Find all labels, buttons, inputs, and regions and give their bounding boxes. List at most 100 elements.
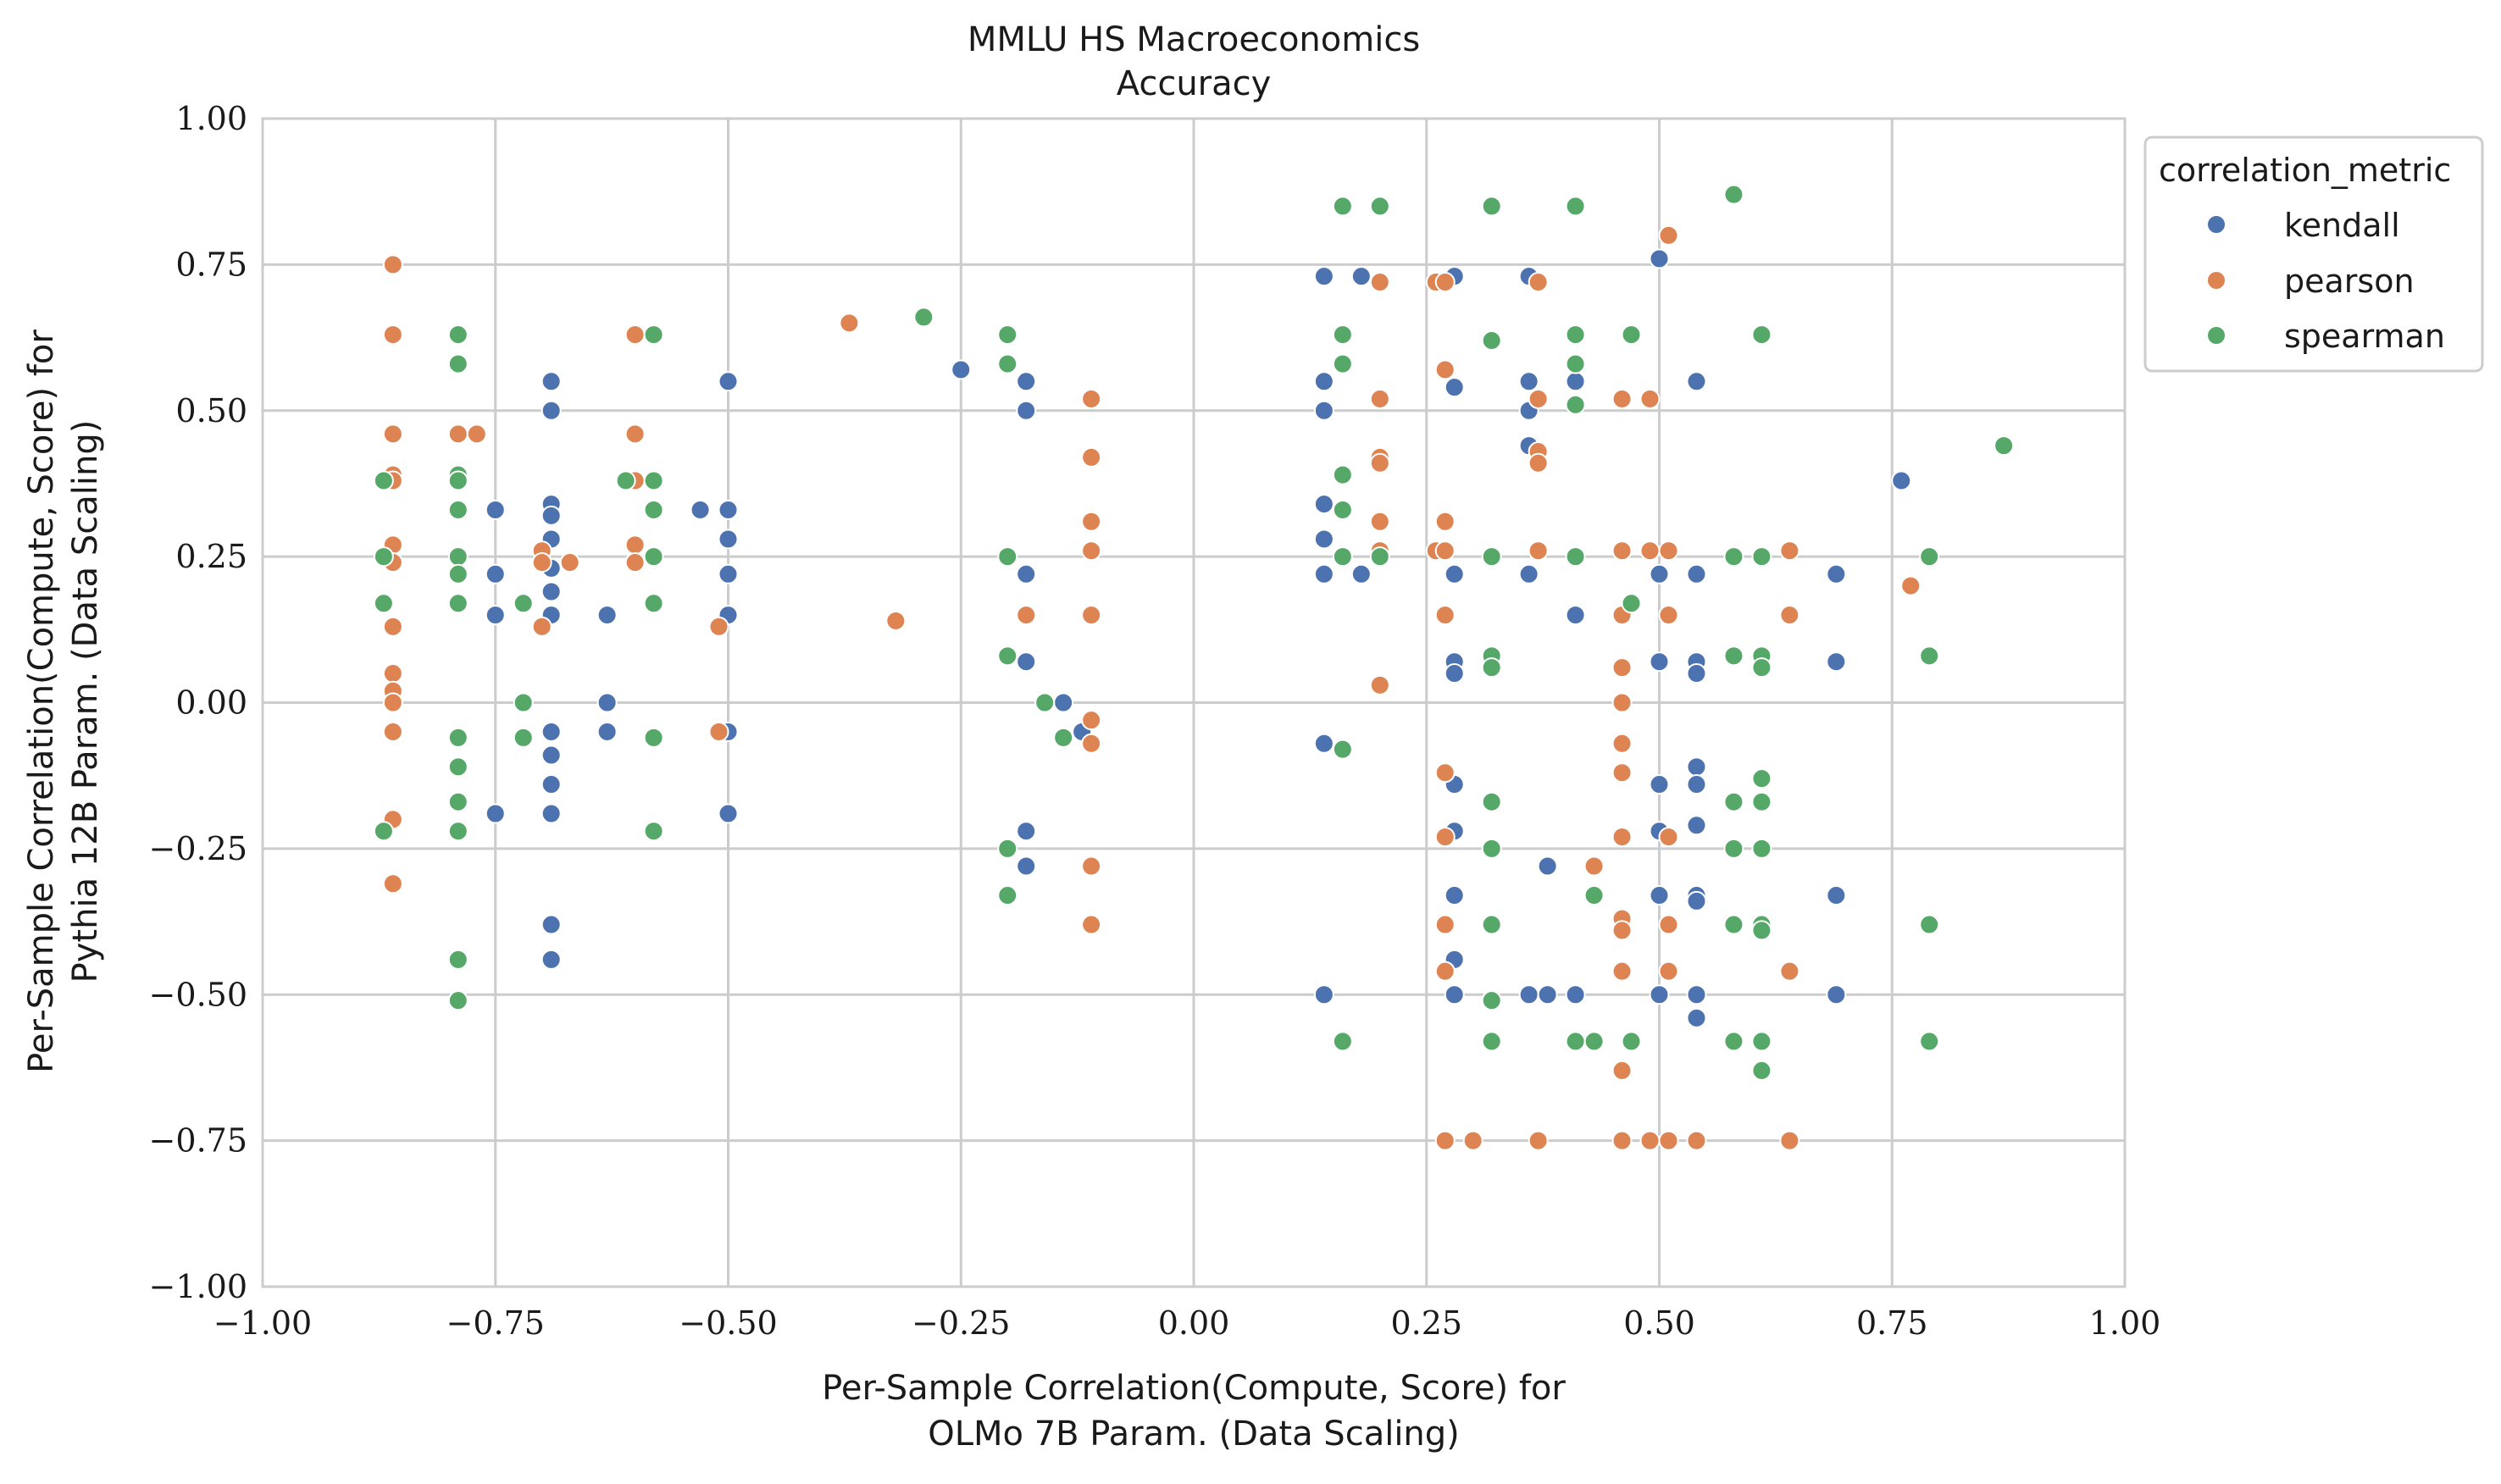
data-point-spearman [1723, 184, 1744, 205]
data-point-pearson [1611, 692, 1633, 713]
data-point-kendall [1565, 605, 1586, 626]
data-point-kendall [541, 774, 562, 795]
data-point-spearman [1565, 324, 1586, 346]
data-point-pearson [1369, 674, 1390, 695]
data-point-kendall [1313, 371, 1334, 392]
data-point-kendall [596, 605, 618, 626]
data-point-spearman [1481, 546, 1502, 568]
data-point-kendall [485, 563, 506, 584]
data-point-kendall [718, 563, 739, 584]
data-point-spearman [1751, 324, 1772, 346]
data-point-spearman [997, 838, 1018, 859]
y-tick-label: 0.75 [175, 246, 247, 283]
data-point-kendall [1826, 651, 1847, 673]
data-point-pearson [708, 616, 729, 637]
y-tick-label: 0.25 [175, 538, 247, 575]
data-point-pearson [1583, 856, 1605, 877]
data-point-pearson [1369, 388, 1390, 409]
data-point-spearman [1481, 914, 1502, 935]
data-point-kendall [541, 371, 562, 392]
data-point-kendall [1686, 563, 1707, 584]
data-point-pearson [1639, 388, 1661, 409]
data-point-kendall [596, 692, 618, 713]
data-point-kendall [1016, 371, 1037, 392]
data-point-pearson [559, 552, 580, 573]
data-point-kendall [1313, 529, 1334, 550]
data-point-kendall [541, 721, 562, 742]
data-point-pearson [1611, 1060, 1633, 1081]
data-point-kendall [1826, 563, 1847, 584]
data-point-spearman [1583, 885, 1605, 906]
data-point-pearson [1658, 961, 1679, 982]
data-point-pearson [1434, 605, 1456, 626]
data-point-pearson [1639, 1130, 1661, 1151]
data-point-kendall [541, 581, 562, 602]
data-point-kendall [1313, 733, 1334, 754]
data-point-kendall [1444, 377, 1465, 398]
data-point-pearson [1779, 961, 1800, 982]
data-point-kendall [1053, 692, 1074, 713]
data-point-kendall [1565, 984, 1586, 1005]
data-point-spearman [1751, 1060, 1772, 1081]
data-point-pearson [466, 424, 487, 445]
data-point-spearman [447, 563, 469, 584]
data-point-pearson [382, 692, 403, 713]
data-point-spearman [1481, 791, 1502, 812]
x-tick-label: −0.25 [912, 1304, 1010, 1342]
data-point-pearson [1639, 540, 1661, 562]
data-point-spearman [1621, 593, 1642, 614]
data-point-spearman [1751, 657, 1772, 678]
data-point-pearson [1369, 452, 1390, 473]
plot-frame [261, 117, 2127, 1288]
data-point-kendall [1686, 756, 1707, 778]
data-point-spearman [643, 546, 664, 568]
data-point-kendall [1649, 774, 1670, 795]
data-point-spearman [1723, 1031, 1744, 1052]
data-point-pearson [1081, 388, 1102, 409]
data-point-spearman [1751, 838, 1772, 859]
data-point-spearman [1621, 1031, 1642, 1052]
data-point-kendall [541, 745, 562, 766]
data-point-spearman [1751, 791, 1772, 812]
data-point-pearson [1611, 961, 1633, 982]
data-point-spearman [1481, 990, 1502, 1011]
legend-marker-spearman [2206, 325, 2226, 346]
data-point-pearson [1686, 1130, 1707, 1151]
data-point-spearman [1994, 435, 2015, 457]
data-point-pearson [1779, 1130, 1800, 1151]
data-point-pearson [1081, 540, 1102, 562]
data-point-pearson [624, 324, 646, 346]
data-point-spearman [1332, 499, 1353, 520]
data-point-kendall [541, 914, 562, 935]
data-point-kendall [541, 400, 562, 421]
data-point-spearman [997, 353, 1018, 374]
data-point-spearman [1053, 727, 1074, 748]
data-point-kendall [1649, 651, 1670, 673]
data-point-pearson [1434, 272, 1456, 293]
data-point-pearson [1081, 605, 1102, 626]
data-point-pearson [624, 424, 646, 445]
legend: correlation_metric kendall pearson spear… [2143, 136, 2484, 373]
y-axis-label-line-2: Pythia 12B Param. (Data Scaling) [66, 420, 105, 983]
data-point-kendall [1891, 470, 1912, 491]
x-tick-label: 1.00 [2089, 1304, 2161, 1342]
data-point-spearman [1621, 324, 1642, 346]
data-point-spearman [643, 470, 664, 491]
data-point-pearson [1434, 961, 1456, 982]
data-point-spearman [1332, 464, 1353, 485]
data-point-spearman [1481, 1031, 1502, 1052]
data-point-pearson [1434, 540, 1456, 562]
data-point-pearson [1434, 914, 1456, 935]
data-point-spearman [447, 470, 469, 491]
data-point-spearman [1565, 394, 1586, 415]
data-point-pearson [1611, 540, 1633, 562]
data-point-kendall [1518, 563, 1539, 584]
data-point-kendall [951, 359, 972, 380]
y-tick-label: 1.00 [175, 100, 247, 137]
y-tick-label: −1.00 [149, 1268, 247, 1305]
data-point-spearman [1919, 1031, 1940, 1052]
data-point-spearman [1332, 546, 1353, 568]
legend-box [2143, 136, 2484, 373]
data-point-pearson [1528, 452, 1549, 473]
